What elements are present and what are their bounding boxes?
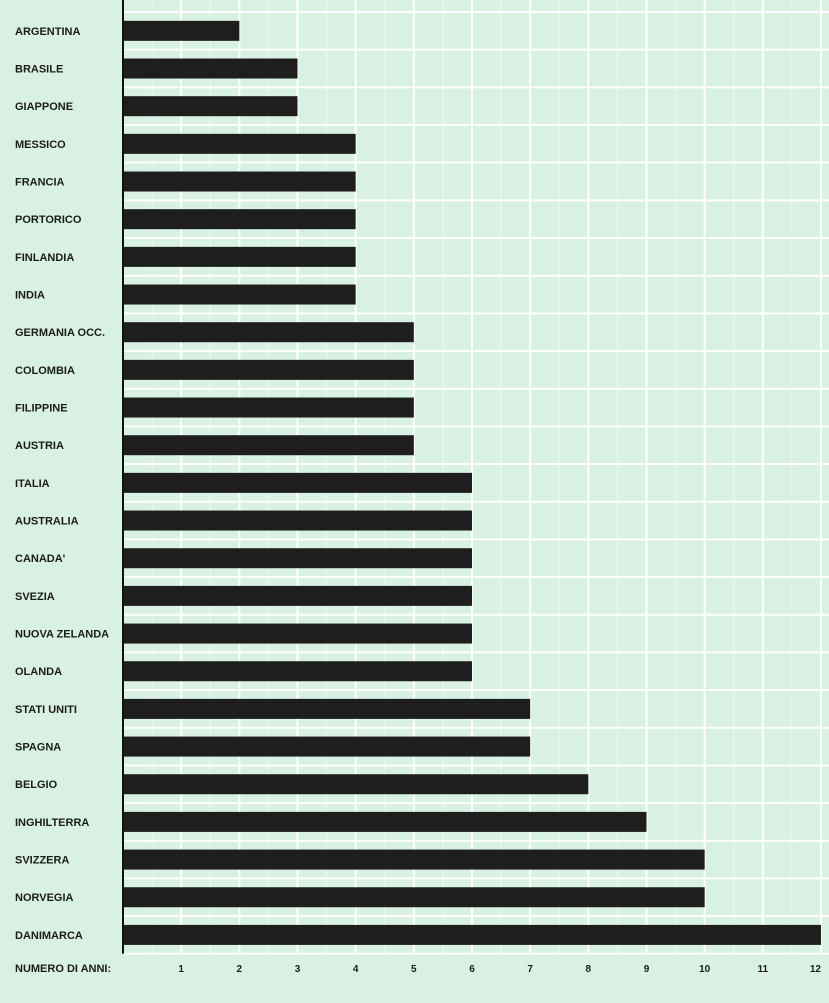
- bar: [124, 209, 356, 230]
- bar: [124, 548, 472, 569]
- x-tick-labels: 1 2 3 4 5 6 7 8 9 10 11 12: [178, 964, 821, 975]
- x-tick-label: 2: [237, 964, 243, 975]
- category-label: COLOMBIA: [15, 365, 75, 377]
- bar: [124, 20, 240, 41]
- x-tick-label: 1: [178, 964, 184, 975]
- bar: [124, 359, 414, 380]
- x-tick-label: 11: [758, 964, 769, 975]
- bar: [124, 133, 356, 154]
- category-label: NUOVA ZELANDA: [15, 629, 109, 641]
- bar: [124, 811, 647, 832]
- category-label: AUSTRIA: [15, 440, 64, 452]
- category-label: INGHILTERRA: [15, 817, 89, 829]
- category-labels: ARGENTINA BRASILE GIAPPONE MESSICO FRANCIA PO…: [15, 26, 109, 942]
- x-tick-label: 10: [699, 964, 711, 975]
- x-tick-label: 4: [353, 964, 359, 975]
- bar: [124, 171, 356, 192]
- category-label: SVEZIA: [15, 591, 55, 603]
- category-label: NORVEGIA: [15, 892, 74, 904]
- bar: [124, 510, 472, 531]
- bar: [124, 397, 414, 418]
- x-tick-label: 8: [586, 964, 592, 975]
- category-label: FILIPPINE: [15, 403, 68, 415]
- bar: [124, 698, 531, 719]
- x-tick-label: 9: [644, 964, 650, 975]
- x-axis-title: NUMERO DI ANNI:: [15, 963, 111, 975]
- category-label: GERMANIA OCC.: [15, 327, 105, 339]
- bar: [124, 661, 472, 682]
- grid: [123, 0, 829, 955]
- x-tick-label: 6: [469, 964, 475, 975]
- category-label: BRASILE: [15, 64, 63, 76]
- bar: [124, 96, 298, 117]
- category-label: INDIA: [15, 290, 45, 302]
- bar: [124, 322, 414, 343]
- category-label: GIAPPONE: [15, 101, 73, 113]
- bar: [124, 435, 414, 456]
- bar: [124, 58, 298, 79]
- category-label: STATI UNITI: [15, 704, 77, 716]
- category-label: PORTORICO: [15, 214, 82, 226]
- category-label: ITALIA: [15, 478, 50, 490]
- category-label: BELGIO: [15, 779, 58, 791]
- category-label: FINLANDIA: [15, 252, 74, 264]
- bars: [124, 20, 821, 945]
- x-tick-label: 3: [295, 964, 301, 975]
- bar: [124, 472, 472, 493]
- category-label: MESSICO: [15, 139, 66, 151]
- bar: [124, 246, 356, 267]
- bar: [124, 585, 472, 606]
- category-label: FRANCIA: [15, 177, 65, 189]
- category-label: SVIZZERA: [15, 855, 69, 867]
- bar: [124, 887, 705, 908]
- bar: [124, 284, 356, 305]
- x-tick-label: 5: [411, 964, 417, 975]
- bar: [124, 623, 472, 644]
- x-tick-label: 7: [527, 964, 533, 975]
- bar: [124, 736, 531, 757]
- bar: [124, 774, 589, 795]
- category-label: ARGENTINA: [15, 26, 80, 38]
- category-label: CANADA': [15, 553, 66, 565]
- category-label: OLANDA: [15, 666, 62, 678]
- bar: [124, 849, 705, 870]
- category-label: SPAGNA: [15, 742, 61, 754]
- x-tick-label: 12: [810, 964, 822, 975]
- bar: [124, 924, 821, 945]
- category-label: AUSTRALIA: [15, 516, 79, 528]
- category-label: DANIMARCA: [15, 930, 83, 942]
